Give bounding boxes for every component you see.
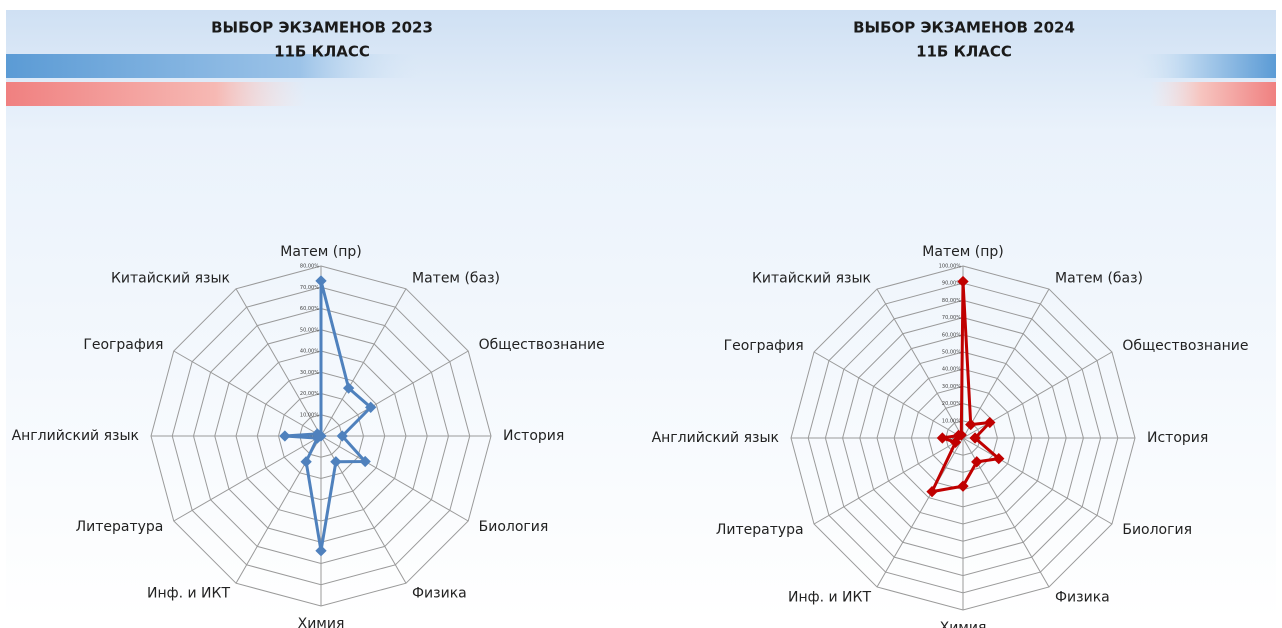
spoke [813, 437, 964, 525]
category-label: География [83, 337, 163, 353]
y-tick-label: 10,00% [300, 412, 319, 418]
stripe [6, 54, 426, 78]
category-label: Химия [298, 616, 345, 628]
point-marker [330, 456, 342, 468]
spoke [320, 435, 469, 522]
category-label: Биология [1122, 522, 1192, 538]
point-marker [984, 416, 996, 429]
y-tick-label: 60,00% [300, 306, 319, 312]
category-label: Английский язык [652, 430, 779, 446]
background [6, 10, 1276, 620]
chart-subtitle: 11Б КЛАСС [916, 43, 1012, 61]
y-tick-label: 40,00% [942, 367, 961, 373]
spoke [173, 435, 322, 522]
point-marker [926, 485, 938, 498]
category-label: Матем (пр) [922, 244, 1003, 260]
spoke [320, 288, 407, 437]
point-marker [993, 452, 1005, 465]
y-tick-label: 80,00% [300, 264, 319, 270]
category-label: География [724, 338, 804, 354]
y-tick-label: 20,00% [300, 391, 319, 397]
chart-subtitle: 11Б КЛАСС [274, 43, 370, 61]
stripe [1130, 54, 1276, 78]
point-marker [315, 545, 327, 557]
stripe [1150, 82, 1276, 106]
category-label: Китайский язык [111, 270, 230, 286]
y-tick-label: 70,00% [300, 285, 319, 291]
category-label: Матем (пр) [280, 244, 361, 260]
category-label: Химия [940, 620, 987, 628]
category-label: Английский язык [12, 428, 139, 444]
y-tick-label: 50,00% [942, 350, 961, 356]
y-tick-label: 20,00% [942, 401, 961, 407]
spoke [962, 288, 1050, 439]
y-tick-label: 40,00% [300, 349, 319, 355]
spoke [813, 351, 964, 439]
chart-title: ВЫБОР ЭКЗАМЕНОВ 2023 [211, 19, 433, 37]
spoke [320, 350, 469, 437]
category-label: Обществознание [1122, 338, 1248, 354]
stripe [6, 82, 306, 106]
y-tick-label: 80,00% [942, 298, 961, 304]
y-tick-label: 30,00% [942, 384, 961, 390]
spoke [962, 437, 1113, 525]
category-label: Китайский язык [752, 271, 871, 287]
category-label: Инф. и ИКТ [147, 586, 230, 602]
y-tick-label: 30,00% [300, 370, 319, 376]
category-label: История [503, 428, 564, 444]
chart-title: ВЫБОР ЭКЗАМЕНОВ 2024 [853, 19, 1075, 37]
point-marker [957, 480, 969, 492]
category-label: Матем (баз) [412, 270, 500, 286]
category-label: Инф. и ИКТ [788, 589, 871, 605]
point-marker [315, 430, 327, 442]
point-marker [315, 275, 327, 287]
category-label: Физика [412, 586, 467, 602]
spoke [173, 350, 322, 437]
spoke [876, 288, 964, 439]
category-label: Литература [76, 519, 164, 535]
point-marker [957, 275, 969, 288]
point-marker [365, 401, 377, 413]
point-marker [971, 456, 983, 468]
y-tick-label: 100,00% [939, 264, 961, 270]
spoke [876, 437, 964, 588]
point-marker [969, 432, 981, 444]
y-tick-label: 60,00% [942, 332, 961, 338]
y-tick-label: 0,00% [945, 436, 961, 442]
category-label: Биология [479, 519, 549, 535]
y-tick-label: 70,00% [942, 315, 961, 321]
y-tick-label: 10,00% [942, 418, 961, 424]
category-label: Физика [1055, 589, 1110, 605]
y-tick-label: 90,00% [942, 281, 961, 287]
category-label: Обществознание [479, 337, 605, 353]
category-label: Литература [716, 522, 804, 538]
point-marker [279, 430, 291, 442]
point-marker [336, 430, 348, 442]
point-marker [342, 382, 355, 394]
point-marker [359, 455, 371, 468]
point-marker [965, 418, 977, 431]
spoke [235, 288, 322, 437]
category-label: История [1147, 430, 1208, 446]
y-tick-label: 50,00% [300, 327, 319, 333]
point-marker [300, 456, 312, 468]
point-marker [955, 429, 967, 441]
point-marker [936, 432, 949, 444]
category-label: Матем (баз) [1055, 271, 1143, 287]
